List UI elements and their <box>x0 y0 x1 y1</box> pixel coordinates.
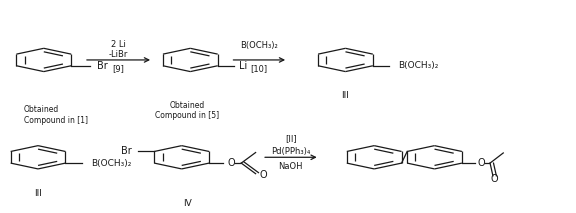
Text: Br: Br <box>121 147 131 157</box>
Text: O: O <box>478 158 485 168</box>
Text: B(OCH₃)₂: B(OCH₃)₂ <box>91 159 131 168</box>
Text: [9]: [9] <box>112 64 124 73</box>
Text: B(OCH₃)₂: B(OCH₃)₂ <box>399 61 439 70</box>
Text: -LiBr: -LiBr <box>109 50 128 59</box>
Text: [II]: [II] <box>285 134 297 143</box>
Text: III: III <box>34 189 42 198</box>
Text: 2 Li: 2 Li <box>111 40 126 49</box>
Text: O: O <box>259 170 267 180</box>
Text: IV: IV <box>183 199 192 208</box>
Text: B(OCH₃)₂: B(OCH₃)₂ <box>240 41 278 50</box>
Text: Obtained
Compound in [5]: Obtained Compound in [5] <box>156 101 219 120</box>
Text: Br: Br <box>97 61 108 71</box>
Text: Pd(PPh₃)₄: Pd(PPh₃)₄ <box>271 147 310 157</box>
Text: O: O <box>227 158 234 168</box>
Text: [10]: [10] <box>251 64 268 73</box>
Text: NaOH: NaOH <box>279 162 303 171</box>
Text: Obtained
Compound in [1]: Obtained Compound in [1] <box>24 105 88 125</box>
Text: III: III <box>342 91 350 100</box>
Text: O: O <box>491 174 498 184</box>
Text: Li: Li <box>239 61 247 71</box>
